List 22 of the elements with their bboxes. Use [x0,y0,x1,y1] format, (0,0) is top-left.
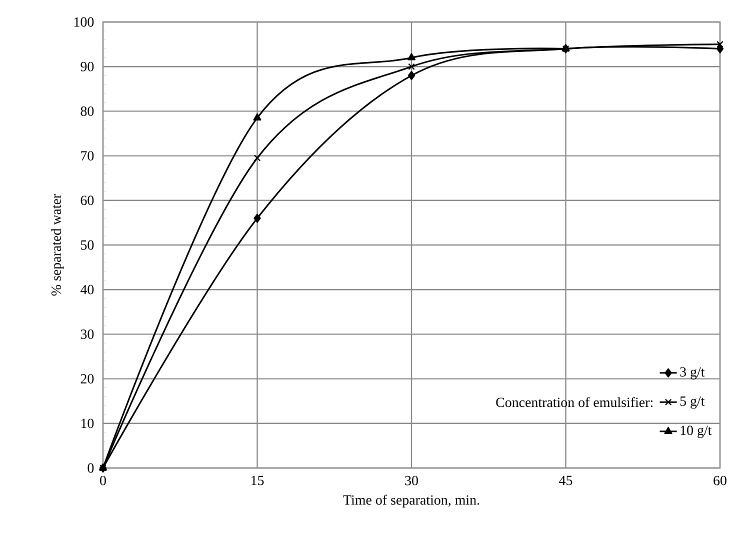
x-tick-label: 60 [714,476,726,486]
y-tick-label: 20 [80,374,94,384]
x-axis-title: Time of separation, min. [343,494,480,508]
legend-title: Concentration of emulsifier: [496,397,652,408]
y-tick-label: 10 [81,418,94,428]
y-tick-label: 30 [80,329,94,339]
x-tick-label: 45 [559,476,572,486]
y-tick-label: 60 [80,196,94,206]
y-tick-label: 80 [80,106,94,116]
y-tick-label: 0 [88,463,94,473]
y-tick-label: 70 [81,151,94,161]
y-tick-label: 100 [74,17,94,27]
legend-label: 5 g/t [680,396,705,409]
y-axis-title: % separated water [51,194,64,296]
x-tick-label: 0 [100,476,106,486]
x-tick-label: 15 [251,476,264,486]
y-tick-label: 90 [80,62,94,72]
legend-label: 3 g/t [680,367,705,380]
y-tick-label: 50 [81,240,94,250]
y-tick-label: 40 [80,284,94,294]
legend-label: 10 g/t [680,426,712,438]
x-tick-label: 30 [405,476,418,486]
